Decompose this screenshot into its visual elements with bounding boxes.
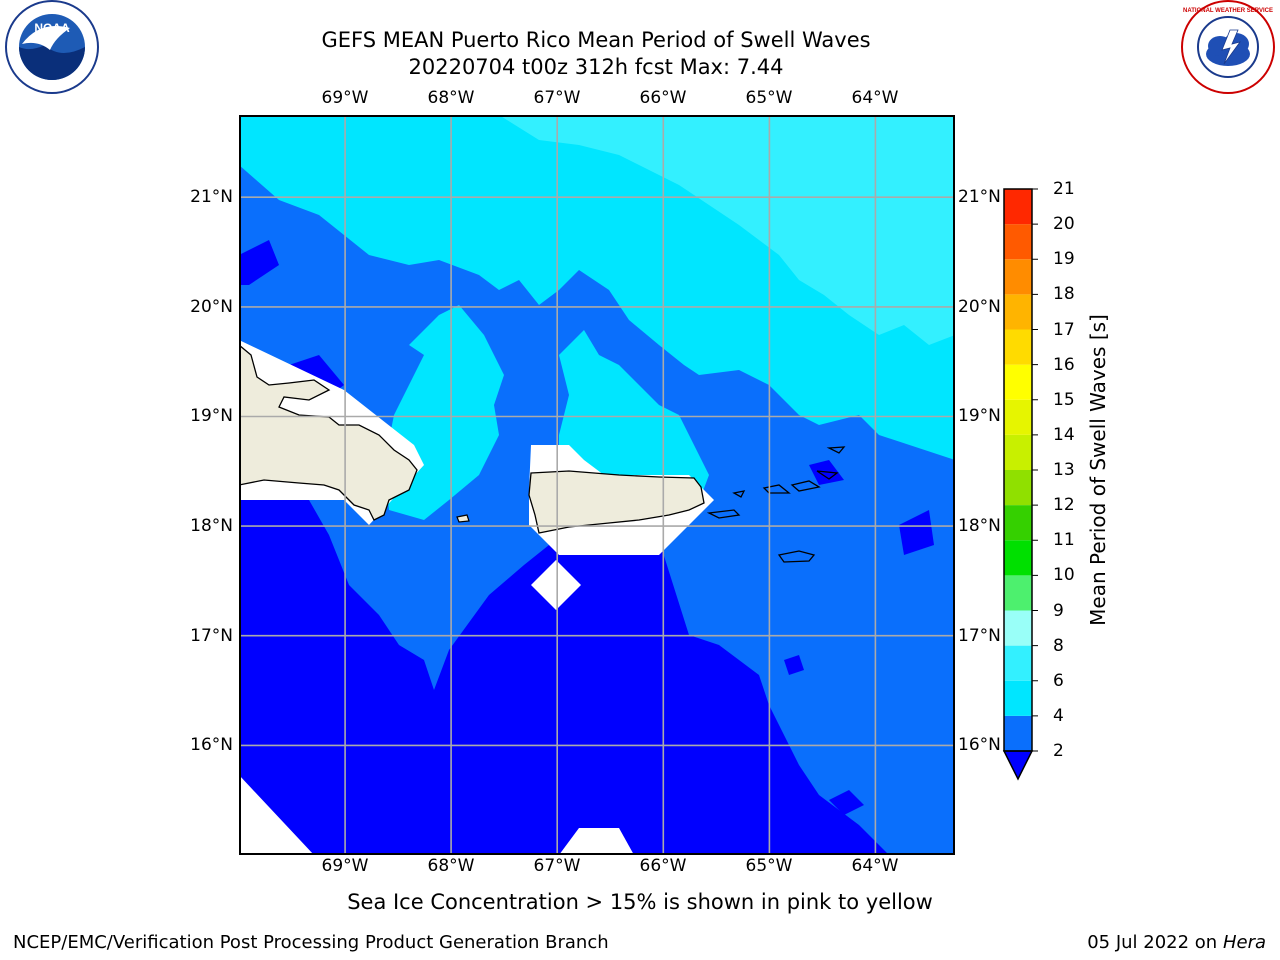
colorbar-tick-label: 2	[1053, 741, 1064, 761]
footer-date-text: 05 Jul 2022 on	[1087, 932, 1218, 953]
nws-logo: NATIONAL WEATHER SERVICE	[1181, 0, 1275, 94]
lon-label-bottom: 65°W	[745, 856, 793, 876]
lon-label-bottom: 69°W	[321, 856, 369, 876]
colorbar-tick-label: 17	[1053, 319, 1075, 340]
colorbar-segment	[1004, 645, 1032, 681]
colorbar-tick-label: 11	[1053, 530, 1075, 551]
colorbar-segment	[1004, 189, 1032, 225]
map-frame	[239, 115, 955, 855]
lon-label-top: 69°W	[321, 88, 369, 108]
colorbar-tick-label: 16	[1053, 354, 1075, 375]
colorbar-tick-label: 6	[1053, 670, 1064, 691]
virgin-islands	[762, 446, 846, 494]
colorbar-segment	[1004, 540, 1032, 576]
culebra-vieques	[706, 490, 746, 519]
lon-label-bottom: 66°W	[639, 856, 687, 876]
colorbar-tick-label: 18	[1053, 284, 1075, 305]
colorbar-tick-label: 8	[1053, 635, 1064, 656]
graticule	[239, 115, 955, 855]
colorbar-tick-label: 15	[1053, 389, 1075, 410]
lat-label-left: 16°N	[190, 735, 233, 755]
colorbar-label: Mean Period of Swell Waves [s]	[1086, 314, 1110, 626]
mask-sw-corner	[239, 775, 314, 855]
colorbar-segment	[1004, 610, 1032, 646]
nws-logo-text: NATIONAL WEATHER SERVICE	[1183, 8, 1273, 14]
colorbar-segment	[1004, 364, 1032, 400]
deep-blue-spot-2	[784, 655, 804, 675]
colorbar-segment	[1004, 259, 1032, 295]
map-title: GEFS MEAN Puerto Rico Mean Period of Swe…	[321, 28, 871, 52]
lat-label-right: 18°N	[958, 516, 1001, 536]
colorbar-tick-label: 13	[1053, 460, 1075, 480]
footer-date: 05 Jul 2022 on Hera	[1087, 932, 1266, 953]
colorbar-segment	[1004, 470, 1032, 506]
colorbar-segment	[1004, 224, 1032, 260]
colorbar-segment	[1004, 434, 1032, 470]
lon-label-top: 65°W	[745, 88, 793, 108]
colorbar-segment	[1004, 575, 1032, 611]
st-croix	[777, 550, 816, 563]
mask-south	[559, 828, 634, 855]
colorbar-segment	[1004, 505, 1032, 541]
deep-blue-nw	[239, 240, 279, 285]
lon-label-bottom: 67°W	[533, 856, 581, 876]
light-cyan-region	[499, 115, 955, 345]
colorbar-tick-label: 9	[1053, 600, 1064, 621]
footer-credit: NCEP/EMC/Verification Post Processing Pr…	[13, 932, 609, 953]
colorbar-segment	[1004, 680, 1032, 716]
lon-label-bottom: 68°W	[427, 856, 475, 876]
lat-label-right: 20°N	[958, 297, 1001, 317]
mask-diamond	[531, 560, 581, 610]
noaa-logo: NOAA	[5, 0, 99, 94]
lon-label-top: 64°W	[851, 88, 899, 108]
colorbar-tick-label: 14	[1053, 424, 1075, 445]
noaa-logo-text: NOAA	[34, 21, 70, 35]
swell-period-map	[239, 115, 955, 855]
lon-label-top: 68°W	[427, 88, 475, 108]
colorbar-segment	[1004, 329, 1032, 365]
lon-label-top: 67°W	[533, 88, 581, 108]
mona-island	[456, 514, 470, 523]
footer-machine: Hera	[1222, 932, 1266, 953]
lat-label-left: 18°N	[190, 516, 233, 536]
lat-label-left: 21°N	[190, 187, 233, 207]
colorbar-extend-triangle	[1002, 750, 1034, 781]
lon-label-top: 66°W	[639, 88, 687, 108]
sea-ice-note: Sea Ice Concentration > 15% is shown in …	[347, 890, 933, 914]
lon-label-bottom: 64°W	[851, 856, 899, 876]
colorbar-tick-label: 12	[1053, 495, 1075, 516]
lat-label-left: 20°N	[190, 297, 233, 317]
map-subtitle: 20220704 t00z 312h fcst Max: 7.44	[408, 55, 784, 79]
colorbar-tick-label: 21	[1053, 179, 1075, 199]
lat-label-left: 19°N	[190, 406, 233, 426]
hispaniola-land	[239, 344, 418, 521]
lat-label-left: 17°N	[190, 626, 233, 646]
colorbar	[1002, 188, 1038, 781]
colorbar-tick-label: 4	[1053, 705, 1064, 726]
puerto-rico-land	[528, 470, 705, 534]
lat-label-right: 19°N	[958, 406, 1001, 426]
deep-blue-spot-1	[899, 510, 934, 555]
lat-label-right: 16°N	[958, 735, 1001, 755]
colorbar-tick-label: 19	[1053, 249, 1075, 270]
deep-blue-spot-3	[829, 790, 864, 815]
colorbar-segment	[1004, 399, 1032, 435]
colorbar-segment	[1004, 715, 1032, 751]
colorbar-tick-label: 20	[1053, 214, 1075, 235]
lat-label-right: 21°N	[958, 187, 1001, 207]
lat-label-right: 17°N	[958, 626, 1001, 646]
deep-blue-south	[239, 500, 889, 855]
colorbar-segment	[1004, 294, 1032, 330]
colorbar-tick-label: 10	[1053, 565, 1075, 586]
